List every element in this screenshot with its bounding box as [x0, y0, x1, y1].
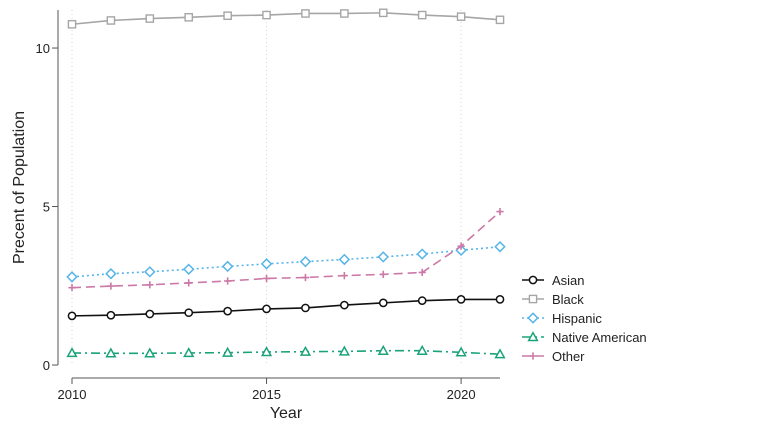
data-point-asian	[495, 295, 505, 304]
data-point-asian	[145, 309, 155, 319]
data-point-asian	[456, 295, 466, 304]
x-tick-label: 2010	[58, 387, 87, 402]
series-line-other	[71, 210, 501, 289]
series-asian	[67, 295, 505, 321]
legend-marker	[528, 275, 538, 285]
legend-item-other: Other	[522, 349, 585, 364]
legend-item-hispanic: Hispanic	[522, 311, 602, 326]
data-point-hispanic	[66, 271, 78, 283]
data-point-native-american	[222, 346, 234, 357]
data-point-native-american	[183, 347, 195, 358]
data-point-black	[340, 9, 349, 18]
data-point-hispanic	[299, 255, 312, 268]
legend-marker	[527, 331, 539, 342]
y-axis-label: Precent of Population	[11, 111, 28, 264]
data-point-hispanic	[338, 253, 351, 266]
data-point-hispanic	[416, 248, 428, 260]
series-line-hispanic	[71, 245, 501, 278]
data-point-native-american	[299, 345, 312, 356]
series-native-american	[66, 344, 506, 359]
x-tick-label: 2015	[252, 387, 281, 402]
series-line-asian	[71, 298, 500, 317]
data-point-asian	[378, 298, 388, 308]
data-point-black	[223, 11, 232, 21]
data-point-black	[378, 8, 388, 18]
series-line-black	[71, 12, 501, 26]
legend-label: Native American	[552, 330, 647, 345]
data-point-black	[456, 12, 466, 21]
data-point-native-american	[377, 344, 389, 355]
data-point-native-american	[105, 347, 117, 358]
data-point-native-american	[494, 348, 506, 359]
data-point-black	[106, 16, 116, 25]
data-point-other	[340, 272, 348, 280]
data-point-black	[67, 19, 77, 29]
data-point-hispanic	[144, 266, 156, 278]
data-point-other	[146, 281, 154, 289]
data-point-other	[496, 207, 504, 216]
legend: Asian Black Hispanic Native American Other	[522, 273, 647, 364]
series-other	[68, 207, 504, 292]
data-point-native-american	[66, 347, 78, 358]
axes	[57, 10, 500, 379]
legend-label: Other	[552, 349, 585, 364]
legend-item-asian: Asian	[522, 273, 585, 288]
data-point-other	[107, 282, 115, 290]
data-point-black	[417, 10, 427, 20]
data-point-hispanic	[105, 267, 117, 280]
data-point-other	[68, 284, 76, 292]
series-black	[67, 8, 505, 29]
data-point-native-american	[416, 344, 428, 355]
data-point-hispanic	[494, 241, 506, 253]
x-ticks: 2010 2015 2020	[58, 378, 476, 402]
legend-marker	[527, 312, 539, 324]
data-point-hispanic	[377, 251, 390, 263]
data-point-native-american	[260, 346, 273, 357]
data-point-black	[262, 10, 271, 20]
legend-item-native-american: Native American	[522, 330, 647, 345]
data-point-hispanic	[221, 260, 234, 273]
data-point-hispanic	[260, 258, 273, 270]
y-ticks: 0 5 10	[36, 41, 58, 373]
y-tick-label: 10	[36, 41, 50, 56]
series-lines	[66, 8, 506, 359]
data-point-asian	[223, 306, 232, 316]
data-point-native-american	[338, 345, 350, 356]
data-point-black	[145, 14, 155, 23]
data-point-other	[185, 279, 193, 287]
data-point-asian	[301, 303, 310, 313]
series-line-native-american	[71, 349, 501, 356]
x-tick-label: 2020	[447, 387, 476, 402]
legend-label: Asian	[552, 273, 585, 288]
data-point-other	[418, 268, 426, 277]
data-point-asian	[262, 304, 271, 314]
data-point-other	[379, 270, 387, 278]
data-point-native-american	[455, 346, 467, 357]
legend-item-black: Black	[522, 292, 584, 307]
data-point-asian	[67, 311, 77, 321]
data-point-hispanic	[182, 263, 195, 276]
x-axis-label: Year	[270, 405, 303, 422]
y-tick-label: 5	[43, 200, 50, 215]
legend-marker	[529, 352, 537, 360]
data-point-other	[262, 274, 271, 283]
legend-label: Black	[552, 292, 584, 307]
data-point-asian	[417, 296, 427, 306]
legend-marker	[528, 294, 538, 304]
data-point-other	[301, 273, 310, 282]
data-point-native-american	[144, 347, 156, 358]
legend-label: Hispanic	[552, 311, 602, 326]
data-point-other	[224, 277, 232, 285]
data-point-other	[457, 242, 465, 250]
data-point-black	[495, 15, 505, 25]
data-point-asian	[184, 308, 194, 318]
y-tick-label: 0	[43, 358, 50, 373]
data-point-black	[301, 9, 310, 18]
data-point-asian	[106, 310, 116, 320]
data-point-asian	[340, 300, 349, 310]
data-point-black	[184, 12, 194, 22]
